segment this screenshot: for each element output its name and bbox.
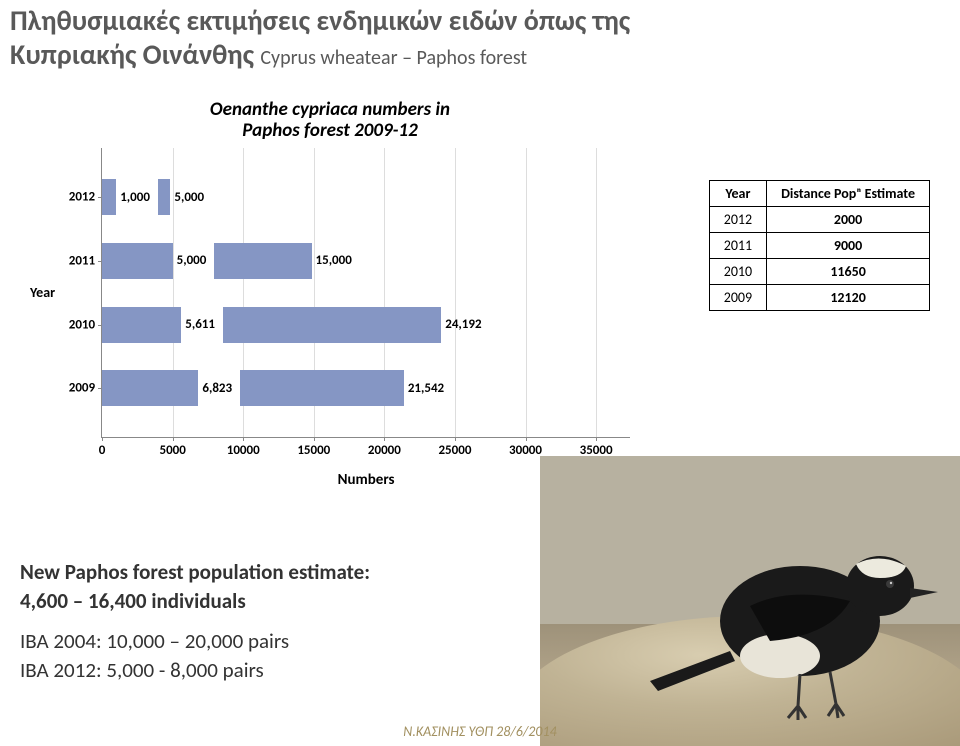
title-line2: Κυπριακής Οινάνθης Cyprus wheatear – Pap…: [10, 38, 950, 72]
y-tick: 2010: [69, 317, 95, 332]
summary-l2: 4,600 – 16,400 individuals: [20, 588, 246, 614]
x-tick: 10000: [227, 443, 260, 458]
table-row: 200912120: [709, 285, 929, 311]
y-tick: 2012: [69, 190, 95, 205]
y-tick: 2011: [69, 253, 95, 268]
summary-text: New Paphos forest population estimate: 4…: [20, 556, 370, 686]
slide-title: Πληθυσμιακές εκτιμήσεις ενδημικών ειδών …: [0, 0, 960, 71]
table-head-year: Year: [709, 181, 766, 207]
bar-row: 5,00015,000: [102, 243, 360, 279]
bar-row: 5,61124,192: [102, 307, 489, 343]
x-tick: 30000: [509, 443, 542, 458]
summary-l1: New Paphos forest population estimate:: [20, 559, 370, 585]
table-head-estimate: Distance Popⁿ Estimate: [767, 181, 930, 207]
x-tick: 5000: [159, 443, 185, 458]
y-tick: 2009: [69, 381, 95, 396]
bar-chart: Oenanthe cypriaca numbers in Paphos fore…: [30, 100, 630, 480]
y-axis-ticks: 2012 2011 2010 2009: [59, 148, 101, 438]
summary-l3: IBA 2004: 10,000 – 20,000 pairs: [20, 628, 370, 654]
table-row: 20119000: [709, 233, 929, 259]
x-tick: 25000: [438, 443, 471, 458]
x-tick: 15000: [297, 443, 330, 458]
table-row: 201011650: [709, 259, 929, 285]
plot-area: 05000100001500020000250003000035000 Numb…: [101, 148, 630, 438]
y-axis-label: Year: [30, 148, 59, 438]
table-row: 20122000: [709, 207, 929, 233]
x-tick: 20000: [368, 443, 401, 458]
summary-l4: IBA 2012: 5,000 - 8,000 pairs: [20, 657, 370, 683]
bar-row: 1,0005,000: [102, 179, 212, 215]
chart-title: Oenanthe cypriaca numbers in Paphos fore…: [30, 100, 630, 142]
population-table: Year Distance Popⁿ Estimate 201220002011…: [709, 180, 930, 311]
x-tick: 0: [99, 443, 106, 458]
bird-photo: D.Nye: [540, 456, 960, 746]
title-line1: Πληθυσμιακές εκτιμήσεις ενδημικών ειδών …: [10, 4, 950, 38]
bar-row: 6,82321,542: [102, 370, 452, 406]
footer: Ν.ΚΑΣΙΝΗΣ ΥΘΠ 28/6/2014: [0, 723, 960, 740]
bird-silhouette: [540, 456, 960, 746]
